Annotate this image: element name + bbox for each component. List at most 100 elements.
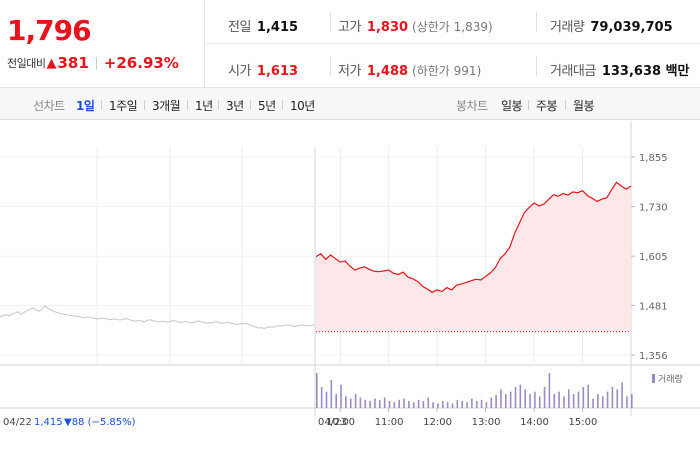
prev-day-line (0, 305, 316, 329)
tab-1y[interactable]: 1년 (195, 99, 213, 113)
volume-bar (446, 402, 449, 408)
volume-bar (398, 399, 400, 408)
volume-bar (597, 394, 599, 408)
tab-weekly[interactable]: 주봉 (536, 99, 558, 113)
up-triangle-icon: ▲ (46, 55, 57, 71)
volume-bar (500, 389, 502, 408)
volume-bar (340, 384, 342, 408)
volume-bar (495, 395, 497, 408)
y-tick-label: 1,855 (639, 153, 668, 164)
time-label: 14:00 (520, 417, 549, 428)
volume-bar (534, 391, 536, 408)
volume-bar (461, 401, 463, 408)
y-tick-label: 1,481 (639, 301, 668, 312)
stat-value: 133,638 백만 (601, 64, 690, 79)
divider (101, 100, 102, 110)
volume-bar (432, 402, 434, 408)
stat-high: 고가 1,830 (상한가 1,839) (338, 16, 493, 35)
change-rate: +26.93% (103, 54, 179, 72)
time-label: 11:00 (375, 417, 404, 428)
volume-bar (606, 391, 609, 408)
volume-bar (514, 387, 517, 408)
prev-close-label: 1,415 (34, 417, 63, 428)
volume-bar (364, 399, 367, 408)
time-label: 12:00 (423, 417, 452, 428)
volume-bar (611, 387, 614, 408)
volume-bar (408, 401, 410, 408)
volume-bar (490, 397, 493, 408)
tab-monthly[interactable]: 월봉 (573, 99, 595, 113)
volume-bar (383, 397, 386, 408)
price-chart: 1,855 1,730 1,605 1,481 1,356 거래량 04/22 1,415… (0, 121, 700, 450)
tab-3m[interactable]: 3개월 (152, 99, 181, 113)
tab-daily[interactable]: 일봉 (501, 99, 523, 113)
divider (565, 100, 566, 110)
change-row: 전일대비 ▲ 381 +26.93% (7, 54, 179, 72)
volume-bar (572, 394, 575, 408)
prev-change-label: ▼88 (−5.85%) (64, 417, 136, 428)
volume-bar (379, 399, 381, 408)
volume-bar (582, 387, 585, 408)
time-label: 15:00 (569, 417, 598, 428)
divider (218, 100, 219, 110)
today-area-fill (316, 182, 631, 332)
tab-10y[interactable]: 10년 (290, 99, 315, 113)
volume-bar (563, 396, 565, 408)
stat-value: 79,039,705 (590, 20, 673, 35)
today-date-label: 04/23 (318, 417, 347, 428)
volume-bar (621, 382, 623, 408)
volume-bar (345, 396, 347, 408)
stat-label: 시가 (228, 64, 251, 79)
tab-5y[interactable]: 5년 (258, 99, 276, 113)
prev-date-label: 04/22 (3, 417, 32, 428)
volume-bar (316, 373, 318, 408)
candle-chart-label: 봉차트 (456, 99, 488, 113)
stat-open: 시가 1,613 (228, 60, 298, 79)
volume-bar (417, 399, 420, 408)
stat-amount: 거래대금 133,638 백만 (550, 60, 690, 79)
price-block: 1,796 전일대비 ▲ 381 +26.93% (0, 0, 205, 88)
volume-bar (437, 403, 439, 408)
volume-bar (509, 391, 512, 408)
volume-bar (466, 402, 468, 408)
volume-bar (524, 389, 526, 408)
volume-bar (616, 389, 619, 408)
volume-bar (543, 387, 546, 408)
volume-bar (631, 394, 633, 408)
lower-limit: (하한가 991) (412, 64, 482, 78)
volume-bar (320, 387, 323, 408)
tab-1w[interactable]: 1주일 (109, 99, 138, 113)
stat-label: 저가 (338, 64, 361, 79)
volume-bar (577, 391, 580, 408)
divider (282, 100, 283, 110)
volume-bar (538, 396, 541, 408)
stat-value: 1,415 (256, 20, 299, 35)
divider (144, 100, 145, 110)
volume-bar (558, 391, 560, 408)
today-price-line (315, 181, 632, 293)
volume-bar (325, 391, 328, 408)
line-chart-label: 선차트 (33, 99, 65, 113)
change-label: 전일대비 (7, 57, 46, 70)
volume-legend-swatch (652, 374, 655, 383)
volume-bar (412, 402, 415, 408)
volume-bar (369, 401, 371, 408)
volume-bar (529, 394, 531, 408)
time-label: 10:00 (326, 417, 355, 428)
volume-bar (626, 396, 628, 408)
volume-bar (553, 394, 556, 408)
divider (187, 100, 188, 110)
divider (95, 56, 97, 70)
tab-1d[interactable]: 1일 (76, 99, 95, 113)
volume-bar (393, 402, 396, 408)
volume-bar (480, 399, 483, 408)
volume-bar (568, 389, 570, 408)
volume-bar (519, 384, 522, 408)
tab-3y[interactable]: 3년 (226, 99, 244, 113)
volume-legend-label: 거래량 (658, 373, 683, 385)
volume-bar (403, 398, 405, 408)
volume-bar (422, 401, 425, 408)
stats-row-2: 시가 1,613 저가 1,488 (하한가 991) 거래대금 133,638 백만 (206, 44, 700, 88)
time-label: 13:00 (472, 417, 501, 428)
volume-bar (354, 394, 357, 408)
